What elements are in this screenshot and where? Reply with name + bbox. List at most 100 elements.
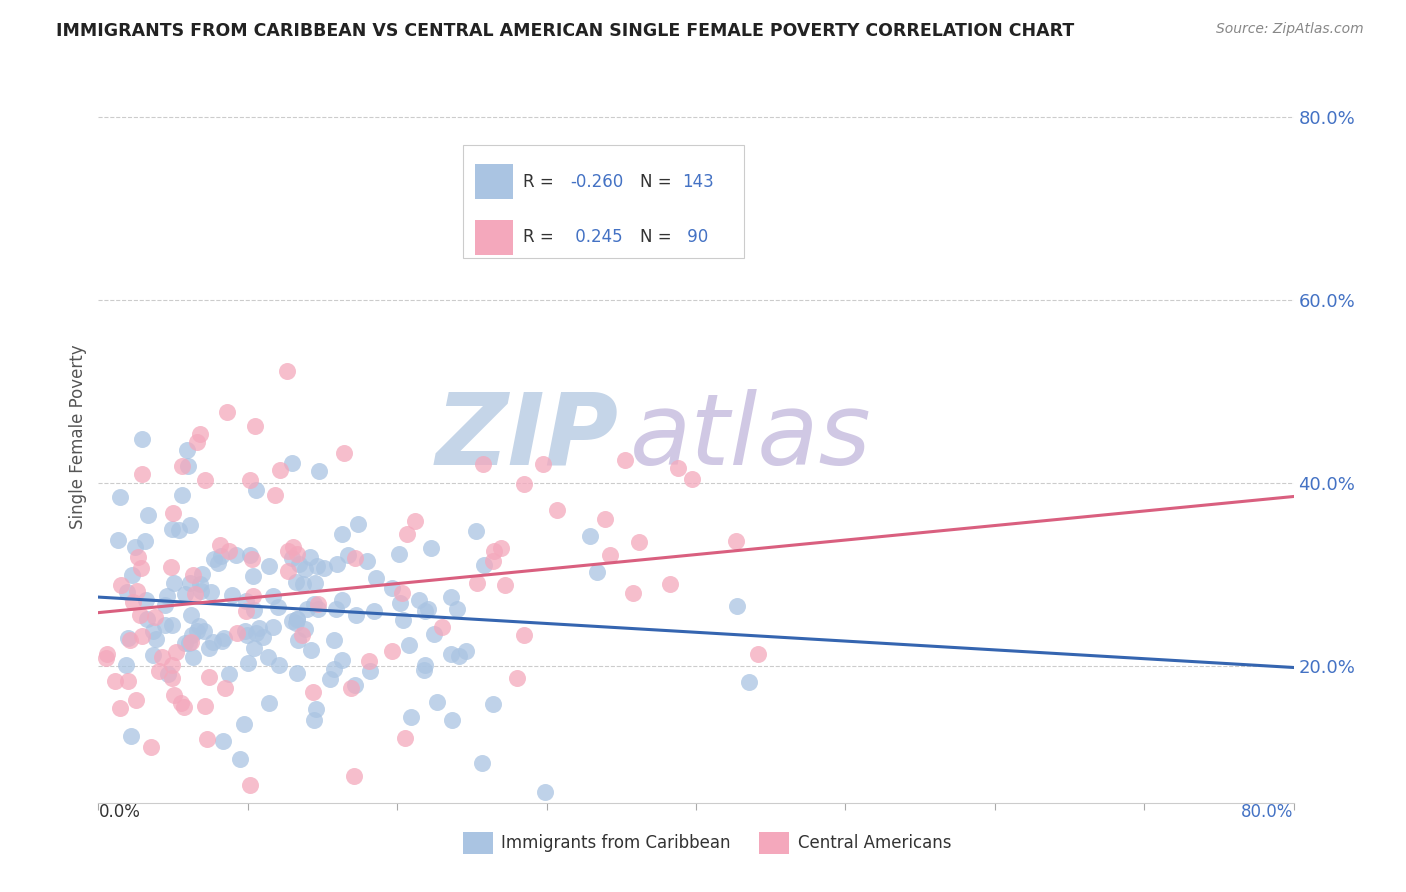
Point bbox=[399, 709, 422, 723]
Point bbox=[307, 597, 329, 611]
Point bbox=[247, 621, 270, 635]
Point bbox=[287, 633, 309, 648]
Point bbox=[481, 554, 503, 568]
Text: R =: R = bbox=[523, 173, 558, 191]
Point bbox=[364, 571, 387, 585]
Point bbox=[127, 583, 149, 598]
Point bbox=[194, 698, 217, 713]
Point bbox=[681, 472, 703, 486]
Point bbox=[141, 624, 163, 639]
Text: 80.0%: 80.0% bbox=[1241, 803, 1294, 821]
Point bbox=[343, 551, 366, 566]
Point bbox=[446, 602, 468, 616]
Point bbox=[627, 534, 650, 549]
Point bbox=[242, 602, 264, 616]
Point bbox=[125, 693, 148, 707]
Point bbox=[585, 565, 607, 579]
Point bbox=[121, 595, 143, 609]
Point bbox=[104, 673, 127, 688]
Text: Source: ZipAtlas.com: Source: ZipAtlas.com bbox=[1216, 22, 1364, 37]
Point bbox=[513, 628, 536, 642]
Point bbox=[170, 488, 193, 502]
Point bbox=[363, 604, 385, 618]
Text: 0.245: 0.245 bbox=[571, 228, 623, 246]
Point bbox=[131, 561, 153, 575]
Point bbox=[179, 576, 201, 591]
Point bbox=[195, 732, 218, 747]
Point bbox=[482, 544, 505, 558]
Point bbox=[155, 598, 177, 612]
Point bbox=[299, 642, 322, 657]
Point bbox=[233, 624, 256, 639]
Point bbox=[285, 612, 308, 626]
Point bbox=[440, 590, 463, 604]
Point bbox=[658, 577, 681, 591]
Point bbox=[347, 516, 370, 531]
Point bbox=[177, 635, 200, 649]
Point bbox=[162, 507, 184, 521]
Point bbox=[291, 577, 314, 591]
Point bbox=[408, 592, 430, 607]
Point bbox=[481, 697, 503, 711]
Point bbox=[426, 695, 449, 709]
Point bbox=[333, 446, 356, 460]
Point bbox=[314, 561, 336, 575]
Point bbox=[134, 533, 156, 548]
Point bbox=[725, 534, 748, 549]
Point bbox=[579, 528, 602, 542]
Point bbox=[291, 628, 314, 642]
Point bbox=[135, 592, 157, 607]
Point bbox=[114, 657, 136, 672]
Point bbox=[240, 552, 263, 566]
Point bbox=[211, 633, 233, 648]
Point bbox=[215, 405, 238, 419]
Point bbox=[170, 696, 193, 710]
Point bbox=[343, 678, 366, 692]
Point bbox=[322, 662, 344, 676]
Point bbox=[593, 512, 616, 526]
Point bbox=[162, 671, 184, 685]
Point bbox=[174, 587, 197, 601]
Point bbox=[422, 627, 444, 641]
Point bbox=[212, 632, 235, 646]
Point bbox=[145, 610, 167, 624]
Point bbox=[173, 700, 195, 714]
Point bbox=[252, 630, 274, 644]
Point bbox=[238, 656, 260, 670]
Point bbox=[263, 488, 285, 502]
Point bbox=[294, 562, 316, 576]
Point bbox=[621, 586, 644, 600]
Point bbox=[267, 600, 290, 615]
Point bbox=[257, 558, 280, 573]
Point bbox=[340, 681, 363, 695]
Point bbox=[325, 602, 347, 616]
Point bbox=[179, 517, 201, 532]
Point bbox=[304, 575, 326, 590]
Point bbox=[188, 426, 211, 441]
Point bbox=[131, 629, 153, 643]
Point bbox=[430, 620, 453, 634]
Point bbox=[145, 632, 167, 646]
Text: -0.260: -0.260 bbox=[571, 173, 624, 191]
Point bbox=[194, 473, 217, 487]
Point bbox=[207, 556, 229, 570]
Point bbox=[160, 618, 183, 632]
Point bbox=[308, 464, 330, 478]
Point bbox=[305, 702, 328, 716]
Y-axis label: Single Female Poverty: Single Female Poverty bbox=[69, 345, 87, 529]
Point bbox=[188, 577, 211, 591]
Bar bbox=[475, 220, 513, 255]
Point bbox=[142, 648, 165, 662]
Point bbox=[117, 631, 139, 645]
Point bbox=[136, 508, 159, 522]
Point bbox=[725, 599, 748, 613]
Text: atlas: atlas bbox=[630, 389, 872, 485]
Point bbox=[357, 654, 380, 668]
Point bbox=[200, 585, 222, 599]
Point bbox=[302, 685, 325, 699]
Point bbox=[228, 752, 250, 766]
Point bbox=[294, 622, 316, 636]
Point bbox=[136, 612, 159, 626]
Point bbox=[176, 442, 198, 457]
Point bbox=[474, 558, 496, 572]
